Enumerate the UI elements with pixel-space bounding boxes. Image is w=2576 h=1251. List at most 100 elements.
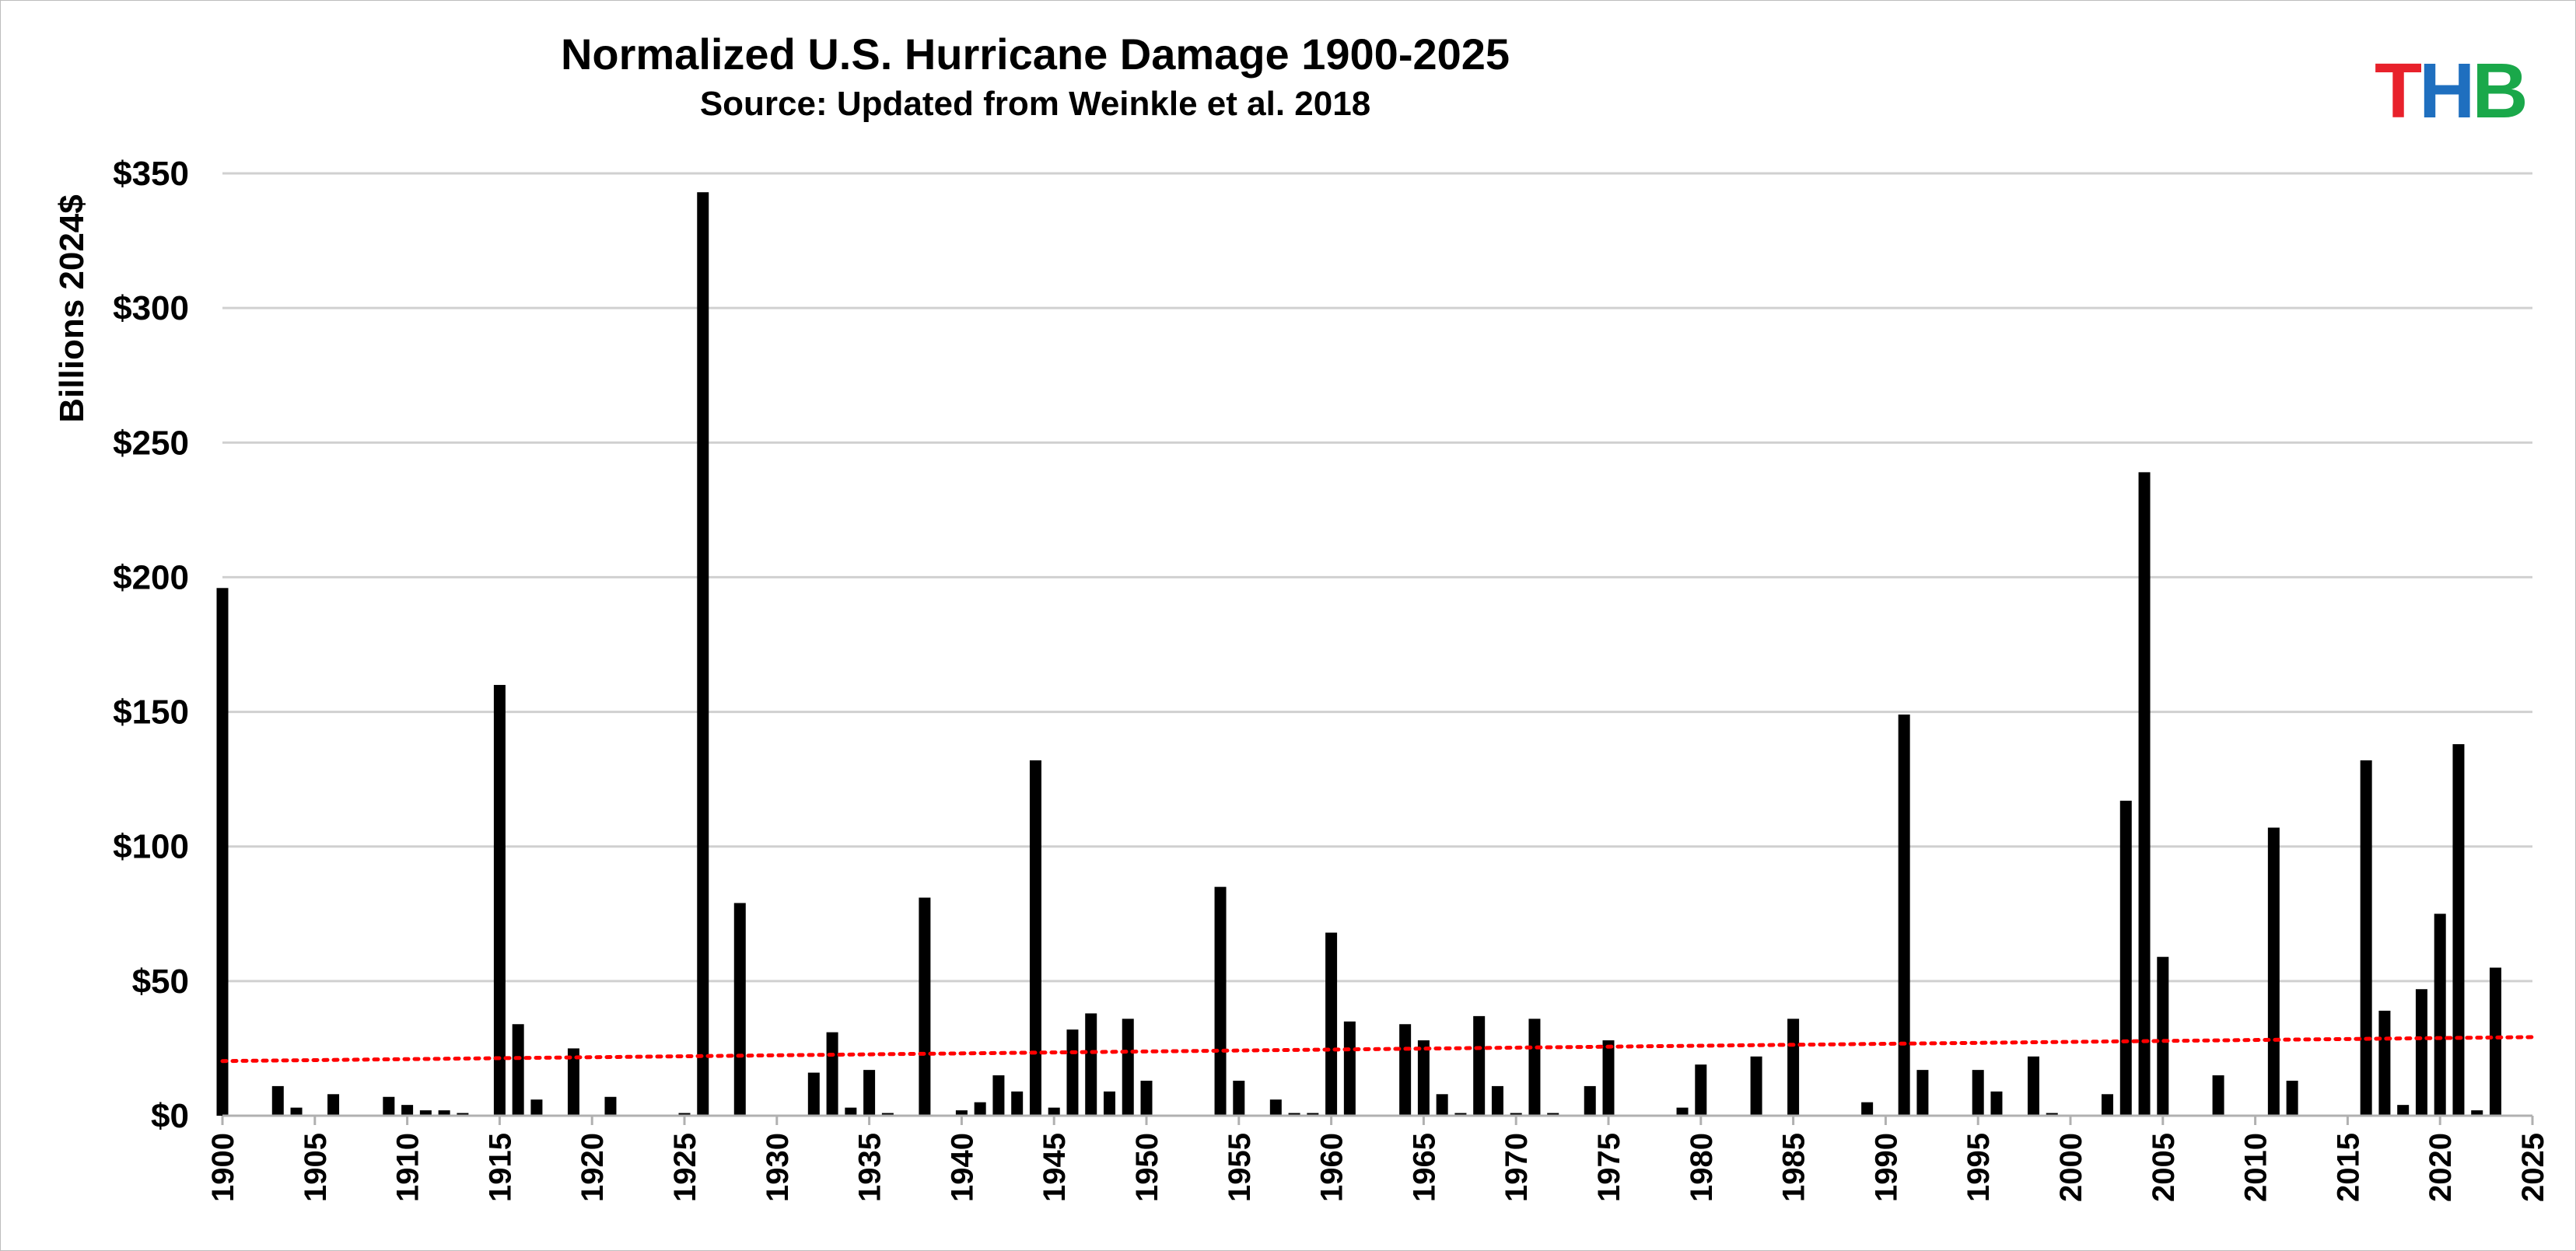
bar	[512, 1024, 524, 1116]
chart-subtitle: Source: Updated from Weinkle et al. 2018	[699, 85, 1371, 123]
x-tick-label: 1915	[483, 1133, 517, 1202]
y-tick-label: $50	[132, 963, 189, 1001]
x-tick-label: 1905	[299, 1133, 333, 1202]
x-tick-label: 1990	[1869, 1133, 1903, 1202]
bar	[992, 1075, 1005, 1116]
y-tick-label: $0	[151, 1097, 189, 1135]
bar	[327, 1094, 340, 1116]
bar	[1787, 1019, 1800, 1116]
x-tick-label: 2000	[2054, 1133, 2088, 1202]
bar	[290, 1107, 303, 1116]
chart-title: Normalized U.S. Hurricane Damage 1900-20…	[560, 30, 1510, 79]
x-tick-label: 1985	[1777, 1133, 1811, 1202]
bar	[2046, 1113, 2058, 1116]
bar	[678, 1113, 691, 1116]
bar	[2434, 914, 2446, 1116]
y-tick-label: $200	[113, 558, 189, 596]
bar	[807, 1072, 820, 1116]
x-tick-label: 1940	[945, 1133, 979, 1202]
logo-letter-t: T	[2375, 47, 2422, 135]
bar	[1269, 1099, 1282, 1116]
x-tick-label: 1965	[1407, 1133, 1441, 1202]
bar	[1325, 932, 1338, 1116]
bar	[457, 1113, 469, 1116]
bar	[1676, 1107, 1689, 1116]
bar	[2360, 760, 2372, 1116]
bar	[1990, 1091, 2003, 1116]
bar	[733, 903, 746, 1116]
bar	[2452, 744, 2465, 1116]
bar	[1307, 1113, 1319, 1116]
y-tick-label: $350	[113, 155, 189, 193]
bar	[383, 1096, 395, 1116]
x-tick-label: 1910	[391, 1133, 425, 1202]
bar	[493, 684, 506, 1116]
bar	[1048, 1107, 1060, 1116]
bar	[438, 1110, 450, 1116]
x-tick-label: 2025	[2516, 1133, 2550, 1202]
logo-letter-h: H	[2419, 47, 2475, 135]
bar	[567, 1048, 579, 1116]
bar	[1085, 1013, 1097, 1116]
x-tick-label: 2020	[2424, 1133, 2458, 1202]
gridlines	[222, 172, 2532, 983]
bar	[2138, 472, 2151, 1116]
bar	[1473, 1015, 1486, 1116]
trendline	[220, 1035, 2535, 1064]
bar	[2157, 956, 2169, 1116]
y-tick-label: $300	[113, 289, 189, 327]
bar	[1547, 1113, 1559, 1116]
x-tick-label: 1995	[1962, 1133, 1996, 1202]
bar	[1898, 715, 1910, 1116]
bar	[826, 1032, 838, 1116]
bar	[1343, 1021, 1356, 1116]
y-tick-label: $150	[113, 694, 189, 732]
bar	[1029, 760, 1041, 1116]
x-tick-label: 1930	[761, 1133, 795, 1202]
bar	[1214, 886, 1227, 1116]
bar	[1233, 1080, 1245, 1116]
bar	[216, 588, 229, 1116]
bar	[1454, 1113, 1467, 1116]
bar	[863, 1070, 876, 1116]
trendline-layer	[220, 1035, 2535, 1064]
x-tick-label: 1980	[1685, 1133, 1719, 1202]
bar	[1602, 1040, 1615, 1116]
x-tick-label: 1955	[1223, 1133, 1257, 1202]
bar	[2102, 1094, 2114, 1116]
x-tick-label: 2015	[2331, 1133, 2365, 1202]
bar	[1066, 1029, 1079, 1116]
x-tick-label: 2010	[2239, 1133, 2273, 1202]
bar	[2212, 1075, 2224, 1116]
bar	[1916, 1070, 1929, 1116]
x-tick-label: 1945	[1038, 1133, 1072, 1202]
bar	[401, 1105, 414, 1116]
bar	[2027, 1056, 2039, 1116]
bar	[1122, 1019, 1134, 1116]
bar	[1972, 1070, 1984, 1116]
bar	[1399, 1024, 1412, 1116]
x-tick-label: 1925	[668, 1133, 702, 1202]
bar	[1011, 1091, 1024, 1116]
x-tick-label: 2005	[2147, 1133, 2181, 1202]
bar	[2415, 989, 2427, 1116]
bar	[1417, 1040, 1430, 1116]
bar	[919, 897, 931, 1116]
bar	[1288, 1113, 1300, 1116]
x-tick-label: 1960	[1315, 1133, 1349, 1202]
bar	[845, 1107, 857, 1116]
bar	[1750, 1056, 1762, 1116]
bars	[216, 192, 2501, 1116]
logo-letter-b: B	[2472, 47, 2528, 135]
bar	[2378, 1010, 2391, 1116]
bar	[2267, 827, 2280, 1116]
bar	[1510, 1113, 1522, 1116]
y-tick-label: $250	[113, 424, 189, 462]
y-tick-label: $100	[113, 828, 189, 866]
bar	[2397, 1105, 2410, 1116]
x-tick-label: 1970	[1500, 1133, 1534, 1202]
bar	[2286, 1080, 2298, 1116]
bar	[271, 1085, 284, 1116]
